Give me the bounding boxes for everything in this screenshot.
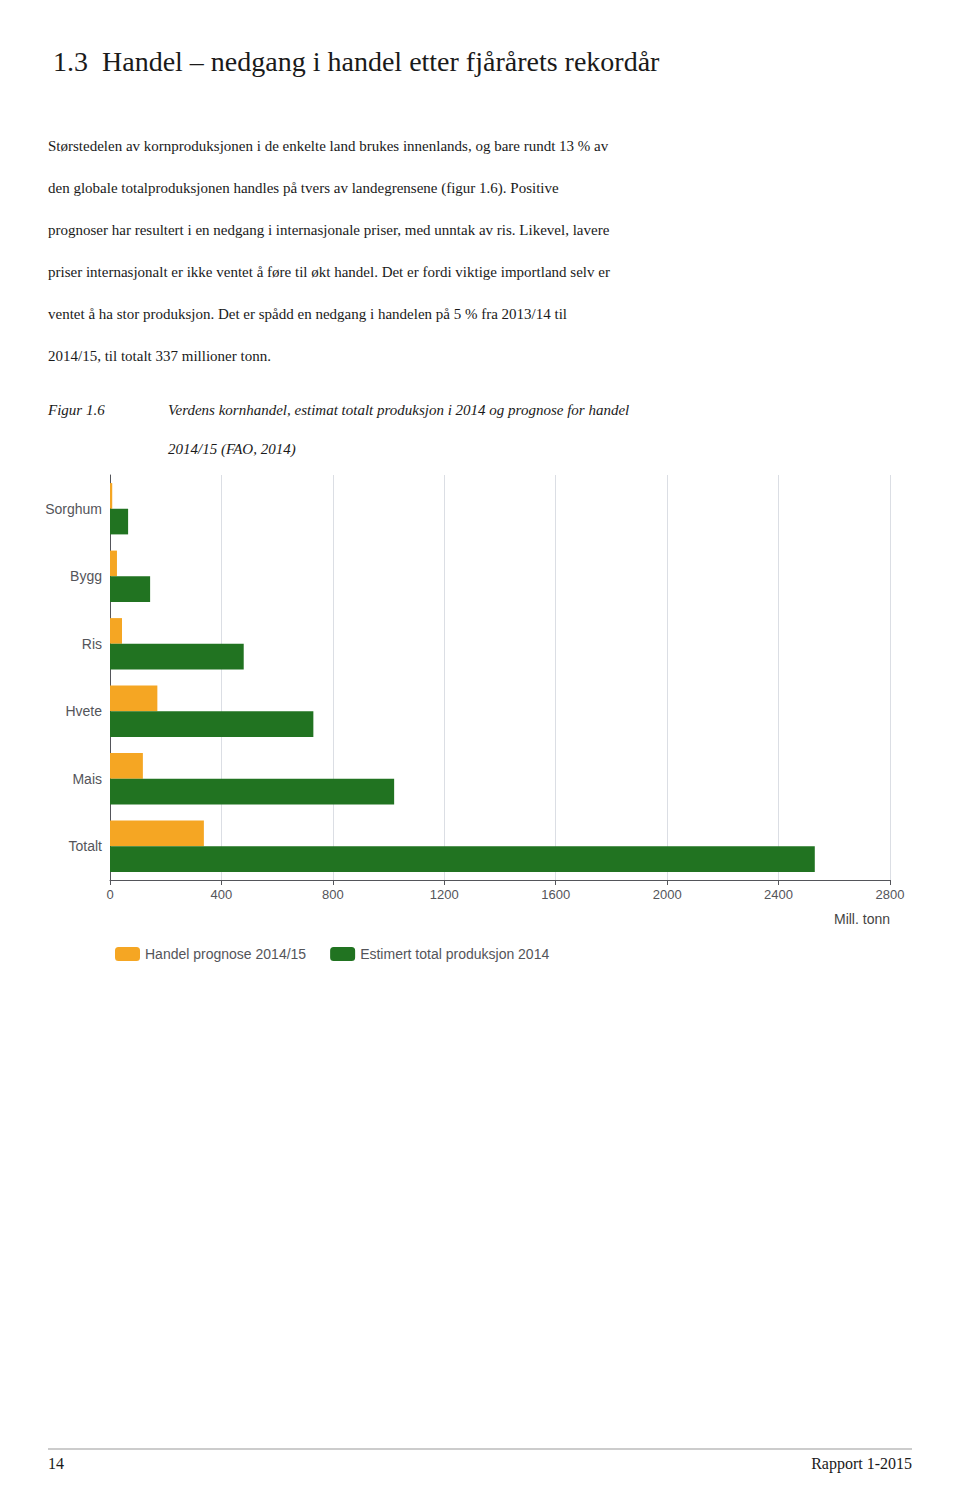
svg-text:priser internasjonalt er ikke: priser internasjonalt er ikke ventet å f… [48, 264, 610, 280]
svg-text:2014/15 (FAO, 2014): 2014/15 (FAO, 2014) [168, 441, 296, 458]
svg-text:Rapport 1-2015: Rapport 1-2015 [811, 1455, 912, 1473]
svg-text:Mais: Mais [72, 771, 102, 787]
svg-text:Ris: Ris [82, 636, 102, 652]
svg-text:800: 800 [322, 887, 344, 902]
svg-text:Størstedelen av kornproduksjon: Størstedelen av kornproduksjonen i de en… [48, 138, 609, 154]
svg-text:2400: 2400 [764, 887, 793, 902]
svg-text:Estimert total produksjon 2014: Estimert total produksjon 2014 [360, 946, 549, 962]
svg-text:14: 14 [48, 1455, 64, 1472]
svg-text:Mill. tonn: Mill. tonn [834, 911, 890, 927]
svg-text:0: 0 [106, 887, 113, 902]
svg-text:2014/15, til totalt 337 millio: 2014/15, til totalt 337 millioner tonn. [48, 348, 271, 364]
svg-text:Totalt: Totalt [69, 838, 103, 854]
svg-text:Sorghum: Sorghum [45, 501, 102, 517]
svg-text:2800: 2800 [876, 887, 905, 902]
svg-text:Bygg: Bygg [70, 568, 102, 584]
svg-text:prognoser har resultert i en n: prognoser har resultert i en nedgang i i… [48, 222, 610, 238]
svg-text:2000: 2000 [653, 887, 682, 902]
svg-text:1.3 Handel – nedgang i handel: 1.3 Handel – nedgang i handel etter fjår… [53, 46, 660, 77]
svg-text:den globale totalproduksjonen: den globale totalproduksjonen handles på… [48, 180, 559, 197]
svg-text:400: 400 [211, 887, 233, 902]
svg-text:1600: 1600 [541, 887, 570, 902]
svg-text:Figur 1.6: Figur 1.6 [47, 402, 105, 418]
svg-text:ventet å ha stor produksjon. D: ventet å ha stor produksjon. Det er spåd… [48, 306, 567, 322]
svg-text:1200: 1200 [430, 887, 459, 902]
svg-text:Handel prognose 2014/15: Handel prognose 2014/15 [145, 946, 306, 962]
svg-text:Verdens kornhandel, estimat to: Verdens kornhandel, estimat totalt produ… [168, 402, 629, 418]
svg-text:Hvete: Hvete [65, 703, 102, 719]
